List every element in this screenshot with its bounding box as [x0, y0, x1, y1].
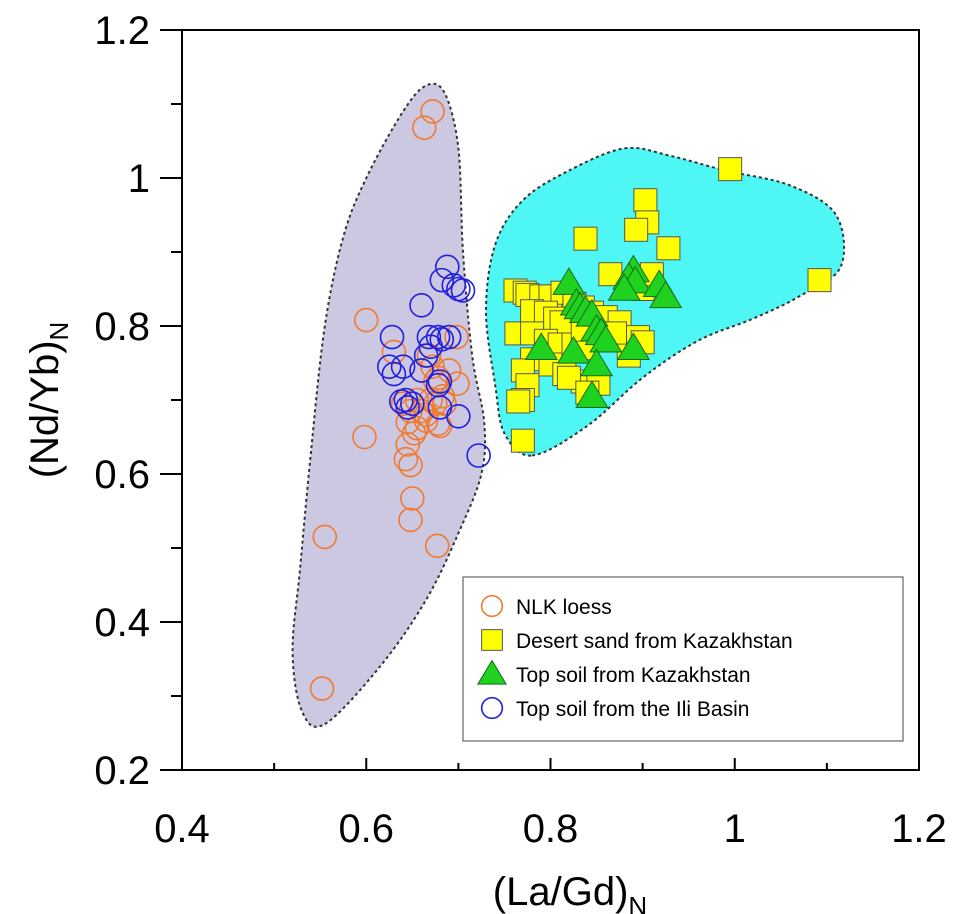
y-tick-label: 0.2 — [94, 749, 150, 793]
point-top-soil-from-kazakhstan-9 — [607, 273, 641, 301]
point-top-soil-from-the-ili-basin-26 — [466, 443, 491, 468]
x-tick-label: 1.2 — [891, 807, 947, 851]
point-top-soil-from-the-ili-basin-22 — [393, 387, 419, 413]
point-top-soil-from-the-ili-basin-2 — [429, 267, 455, 293]
legend-marker-4 — [480, 696, 504, 720]
point-top-soil-from-the-ili-basin-15 — [390, 354, 416, 380]
point-top-soil-from-the-ili-basin-16 — [409, 358, 434, 383]
point-top-soil-from-the-ili-basin-19 — [381, 361, 407, 387]
point-desert-sand-from-kazakhstan-47 — [510, 428, 535, 453]
point-nlk-loess-34 — [390, 391, 416, 417]
points-layer — [309, 99, 832, 701]
point-nlk-loess-11 — [400, 486, 425, 511]
legend-marker-1 — [480, 594, 504, 618]
point-top-soil-from-the-ili-basin-14 — [376, 354, 402, 380]
legend: NLK loess Desert sand from Kazakhstan Top … — [462, 576, 904, 742]
legend-marker-2 — [481, 629, 503, 651]
point-top-soil-from-kazakhstan-15 — [524, 332, 558, 360]
point-top-soil-from-the-ili-basin-6 — [409, 292, 434, 318]
point-top-soil-from-the-ili-basin-9 — [425, 324, 451, 350]
x-tick-label: 0.8 — [523, 807, 579, 851]
point-desert-sand-from-kazakhstan-6 — [573, 226, 598, 251]
legend-label-3: Top soil from Kazakhstan — [516, 664, 751, 687]
legend-label-4: Top soil from the Ili Basin — [516, 698, 749, 721]
point-top-soil-from-the-ili-basin-23 — [400, 391, 425, 417]
point-desert-sand-from-kazakhstan-43 — [556, 365, 581, 390]
x-tick-label: 0.4 — [154, 807, 210, 851]
point-nlk-loess-3 — [353, 307, 379, 333]
y-tick-label: 1 — [128, 157, 150, 201]
point-nlk-loess-13 — [424, 533, 450, 559]
x-tick-label: 0.6 — [338, 807, 394, 851]
point-top-soil-from-kazakhstan-16 — [556, 335, 591, 364]
point-nlk-loess-36 — [413, 408, 439, 434]
point-nlk-loess-2 — [411, 115, 437, 140]
point-nlk-loess-9 — [393, 446, 419, 472]
legend-marker-3 — [476, 659, 508, 685]
point-top-soil-from-the-ili-basin-8 — [416, 324, 442, 350]
axes-layer: 0.4 0.6 0.8 1 1.20.20.40.60.811.2 — [94, 9, 946, 851]
point-top-soil-from-the-ili-basin-25 — [446, 403, 471, 429]
point-top-soil-from-kazakhstan-14 — [589, 324, 623, 353]
point-desert-sand-from-kazakhstan-2 — [633, 188, 658, 213]
point-desert-sand-from-kazakhstan-5 — [656, 236, 681, 261]
point-nlk-loess-1 — [420, 99, 445, 124]
y-tick-label: 0.6 — [94, 453, 150, 497]
x-axis-title: (La/Gd)N — [493, 870, 647, 914]
point-top-soil-from-the-ili-basin-1 — [435, 254, 460, 280]
point-nlk-loess-30 — [444, 324, 469, 350]
point-desert-sand-from-kazakhstan-46 — [506, 389, 531, 414]
point-nlk-loess-12 — [398, 507, 423, 533]
y-axis-title: (Nd/Yb)N — [23, 322, 74, 479]
point-top-soil-from-kazakhstan-11 — [649, 280, 683, 309]
point-top-soil-from-kazakhstan-18 — [575, 380, 609, 409]
legend-box — [462, 576, 904, 742]
x-tick-label: 1 — [724, 807, 746, 851]
point-desert-sand-from-kazakhstan-1 — [718, 157, 743, 182]
point-top-soil-from-the-ili-basin-5 — [450, 278, 476, 303]
y-tick-label: 0.4 — [94, 601, 150, 645]
point-nlk-loess-6 — [312, 524, 338, 550]
point-top-soil-from-kazakhstan-19 — [616, 332, 651, 360]
point-nlk-loess-7 — [309, 676, 335, 701]
point-top-soil-from-the-ili-basin-13 — [413, 343, 439, 368]
point-top-soil-from-the-ili-basin-7 — [379, 324, 405, 350]
legend-label-2: Desert sand from Kazakhstan — [516, 630, 793, 653]
point-desert-sand-from-kazakhstan-4 — [624, 217, 649, 242]
point-top-soil-from-kazakhstan-1 — [552, 267, 586, 295]
legend-label-1: NLK loess — [516, 596, 612, 619]
point-top-soil-from-kazakhstan-17 — [579, 348, 614, 377]
y-tick-label: 1.2 — [94, 9, 150, 53]
field-region-1 — [291, 82, 487, 728]
point-desert-sand-from-kazakhstan-48 — [807, 268, 832, 293]
point-nlk-loess-5 — [352, 424, 377, 450]
y-tick-label: 0.8 — [94, 305, 150, 349]
point-top-soil-from-the-ili-basin-17 — [427, 369, 453, 394]
point-nlk-loess-10 — [398, 452, 423, 478]
